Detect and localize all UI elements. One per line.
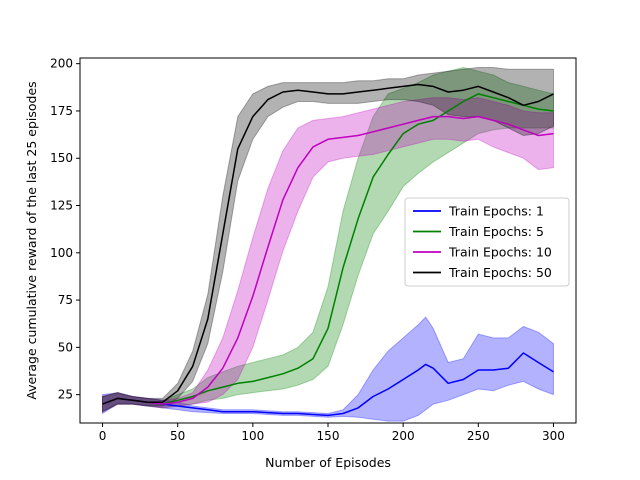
x-axis-label: Number of Episodes xyxy=(265,455,391,470)
y-tick-label: 150 xyxy=(50,151,73,165)
x-axis-ticks: 0 50 100 150 200 250 300 xyxy=(99,423,565,443)
legend-box xyxy=(404,197,570,287)
line-series-2 xyxy=(102,115,554,405)
x-tick-label: 100 xyxy=(241,429,264,443)
y-axis-ticks: 25 50 75 100 125 150 175 200 xyxy=(50,57,80,402)
y-tick-label: 50 xyxy=(58,340,73,354)
legend-entry-label: Train Epochs: 5 xyxy=(448,224,544,239)
legend-entry-label: Train Epochs: 1 xyxy=(448,204,544,219)
line-series-0 xyxy=(102,352,554,417)
y-axis-label: Average cumulative reward of the last 25… xyxy=(24,81,39,399)
band-series-0 xyxy=(102,316,554,422)
legend-entry-label: Train Epochs: 10 xyxy=(448,245,552,260)
band-series-1 xyxy=(102,66,554,413)
line-series-1 xyxy=(102,93,554,405)
band-series-2 xyxy=(102,97,554,413)
y-tick-label: 100 xyxy=(50,246,73,260)
legend-entry-label: Train Epochs: 50 xyxy=(448,265,552,280)
y-tick-label: 175 xyxy=(50,104,73,118)
y-tick-label: 125 xyxy=(50,199,73,213)
x-tick-label: 150 xyxy=(317,429,340,443)
y-tick-label: 75 xyxy=(58,293,73,307)
x-tick-label: 0 xyxy=(99,429,107,443)
y-tick-label: 200 xyxy=(50,57,73,71)
legend: Train Epochs: 1 Train Epochs: 5 Train Epoc… xyxy=(404,197,570,287)
y-tick-label: 25 xyxy=(58,388,73,402)
series-lines xyxy=(102,83,554,417)
x-tick-label: 50 xyxy=(170,429,185,443)
x-tick-label: 250 xyxy=(467,429,490,443)
x-tick-label: 300 xyxy=(542,429,565,443)
line-series-3 xyxy=(102,83,554,405)
x-tick-label: 200 xyxy=(392,429,415,443)
